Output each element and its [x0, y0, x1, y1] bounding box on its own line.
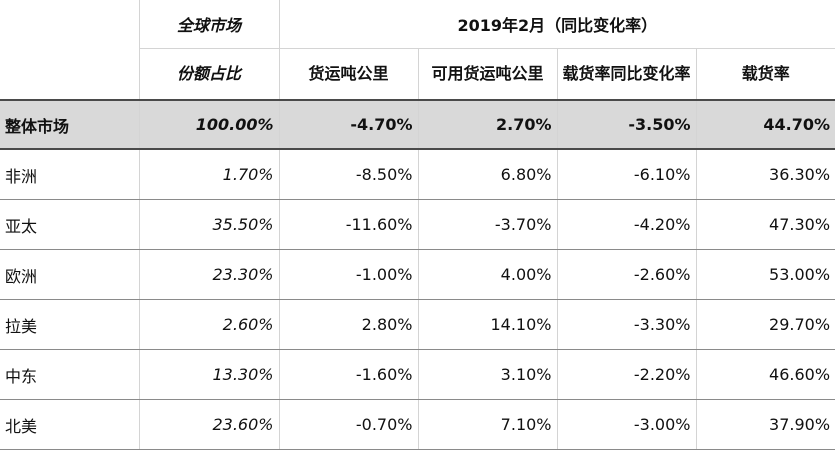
- lf-change-cell: -3.50%: [556, 100, 696, 150]
- region-cell: 整体市场: [0, 100, 139, 150]
- ftk-cell: -0.70%: [278, 399, 418, 450]
- aftk-cell: 14.10%: [417, 299, 557, 350]
- aftk-cell: 7.10%: [417, 399, 557, 450]
- aftk-cell: -3.70%: [417, 199, 557, 250]
- lf-cell: 53.00%: [695, 249, 835, 300]
- lf-cell: 44.70%: [695, 100, 835, 150]
- region-cell: 亚太: [0, 199, 139, 250]
- header-col-aftk: 可用货运吨公里: [417, 48, 557, 101]
- ftk-cell: -11.60%: [278, 199, 418, 250]
- lf-cell: 37.90%: [695, 399, 835, 450]
- table-row: 亚太 35.50% -11.60% -3.70% -4.20% 47.30%: [0, 199, 835, 250]
- share-cell: 35.50%: [138, 199, 279, 250]
- aftk-cell: 6.80%: [417, 149, 557, 200]
- region-cell: 北美: [0, 399, 139, 450]
- header-region-cell: [0, 48, 139, 101]
- header-col-lf-change: 载货率同比变化率: [556, 48, 696, 101]
- share-cell: 23.60%: [138, 399, 279, 450]
- table-row: 北美 23.60% -0.70% 7.10% -3.00% 37.90%: [0, 399, 835, 450]
- ftk-cell: 2.80%: [278, 299, 418, 350]
- lf-change-cell: -4.20%: [556, 199, 696, 250]
- header-share-bottom: 份额占比: [138, 48, 279, 101]
- lf-change-cell: -3.30%: [556, 299, 696, 350]
- lf-change-cell: -6.10%: [556, 149, 696, 200]
- region-cell: 非洲: [0, 149, 139, 200]
- lf-change-cell: -2.60%: [556, 249, 696, 300]
- lf-change-cell: -2.20%: [556, 349, 696, 400]
- share-cell: 23.30%: [138, 249, 279, 300]
- ftk-cell: -4.70%: [278, 100, 418, 150]
- lf-cell: 29.70%: [695, 299, 835, 350]
- region-cell: 中东: [0, 349, 139, 400]
- share-cell: 2.60%: [138, 299, 279, 350]
- total-row: 整体市场 100.00% -4.70% 2.70% -3.50% 44.70%: [0, 100, 835, 150]
- ftk-cell: -1.00%: [278, 249, 418, 300]
- table-row: 非洲 1.70% -8.50% 6.80% -6.10% 36.30%: [0, 149, 835, 200]
- aftk-cell: 4.00%: [417, 249, 557, 300]
- aftk-cell: 2.70%: [417, 100, 557, 150]
- share-cell: 1.70%: [138, 149, 279, 200]
- lf-change-cell: -3.00%: [556, 399, 696, 450]
- table-row: 中东 13.30% -1.60% 3.10% -2.20% 46.60%: [0, 349, 835, 400]
- share-cell: 100.00%: [138, 100, 279, 150]
- lf-cell: 46.60%: [695, 349, 835, 400]
- table-row: 欧洲 23.30% -1.00% 4.00% -2.60% 53.00%: [0, 249, 835, 300]
- share-cell: 13.30%: [138, 349, 279, 400]
- region-cell: 拉美: [0, 299, 139, 350]
- ftk-cell: -1.60%: [278, 349, 418, 400]
- header-col-ftk: 货运吨公里: [278, 48, 418, 101]
- lf-cell: 36.30%: [695, 149, 835, 200]
- header-row-bottom: 份额占比 货运吨公里 可用货运吨公里 载货率同比变化率 载货率: [0, 48, 835, 101]
- header-period: 2019年2月（同比变化率）: [278, 0, 835, 49]
- ftk-cell: -8.50%: [278, 149, 418, 200]
- lf-cell: 47.30%: [695, 199, 835, 250]
- aftk-cell: 3.10%: [417, 349, 557, 400]
- header-row-top: 全球市场 2019年2月（同比变化率）: [0, 0, 835, 49]
- header-share-top: 全球市场: [138, 0, 279, 49]
- region-cell: 欧洲: [0, 249, 139, 300]
- table-row: 拉美 2.60% 2.80% 14.10% -3.30% 29.70%: [0, 299, 835, 350]
- header-corner-cell: [0, 0, 139, 49]
- header-col-lf: 载货率: [695, 48, 835, 101]
